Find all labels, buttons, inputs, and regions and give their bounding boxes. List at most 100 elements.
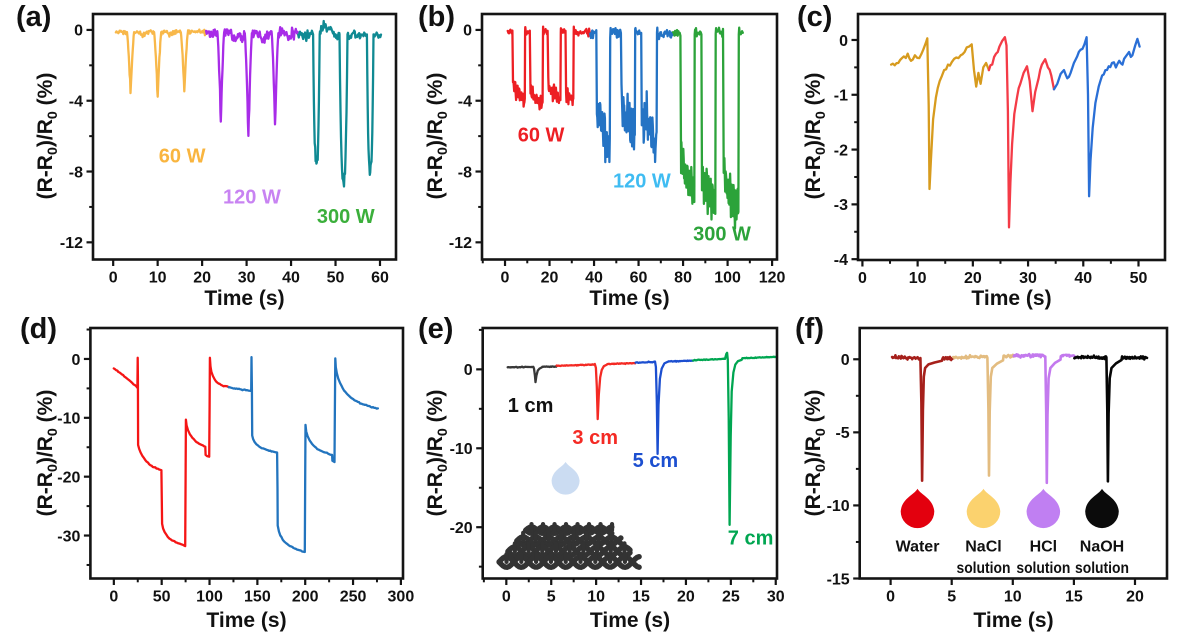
- x-tick-label: 15: [632, 588, 650, 605]
- panel-c-series-cycle-2: [987, 36, 1056, 229]
- x-tick-label: 20: [541, 269, 559, 286]
- panel-c-x-axis-title: Time (s): [971, 287, 1052, 310]
- panel-a-chart: 0 10 20 30 40 50 60 0 -4 -8 -12 60 W 120 W 300 W: [60, 12, 398, 287]
- y-tick-label: 0: [464, 362, 473, 379]
- droplet-icon-hcl-solution: [1026, 488, 1061, 529]
- annotation-1-cm: 1 cm: [508, 395, 554, 417]
- x-tick-label: 20: [193, 269, 211, 286]
- panel-b-x-axis-title: Time (s): [589, 287, 670, 310]
- panel-c-series: [889, 36, 1141, 229]
- x-tick-label: 80: [674, 269, 692, 286]
- panel-e-frame: [481, 326, 779, 580]
- panel-d-series-cycles-1-4: [112, 356, 230, 548]
- panel-f-letter: (f): [795, 313, 824, 345]
- x-tick-label: 10: [1004, 588, 1022, 605]
- x-tick-label: 40: [282, 269, 300, 286]
- x-tick-label: 120: [759, 269, 786, 286]
- x-tick-label: 20: [1126, 588, 1144, 605]
- annotation-300-w: 300 W: [693, 223, 751, 245]
- panel-f-series-water: [890, 354, 954, 482]
- panel-e-y-axis-title: (R-R0)/R0 (%): [424, 389, 452, 517]
- y-tick-label: -3: [834, 197, 848, 214]
- x-tick-label: 50: [1130, 270, 1148, 287]
- y-tick-label: -4: [834, 252, 848, 269]
- y-tick-label: -20: [450, 520, 473, 537]
- panel-b-chart: 0 20 40 60 80 100 120 0 -4 -8 -12 60 W 120 W 300 W: [449, 12, 786, 287]
- water-droplet-icon: [551, 461, 580, 495]
- panel-f-droplets: Water NaCl solution HCl solution NaOH solution: [896, 488, 1129, 577]
- droplet-label: Water: [896, 539, 940, 556]
- panel-b-series-300-w: [671, 26, 744, 230]
- panel-e-insets: [496, 461, 642, 570]
- y-tick-label: -4: [458, 94, 472, 111]
- panel-a-series: [114, 19, 383, 188]
- panel-c-chart: 0 10 20 30 40 50 0 -1 -2 -3 -4: [834, 12, 1167, 287]
- x-tick-label: 20: [964, 270, 982, 287]
- x-tick-label: 50: [327, 269, 345, 286]
- annotation-7-cm: 7 cm: [728, 527, 774, 549]
- panel-c-letter: (c): [797, 1, 833, 33]
- annotation-3-cm: 3 cm: [572, 427, 618, 449]
- panel-b-letter: (b): [418, 1, 456, 33]
- x-tick-label: 60: [371, 269, 389, 286]
- panel-b-axes-ticks: 0 20 40 60 80 100 120 0 -4 -8 -12: [449, 23, 786, 287]
- panel-f-axes-ticks: 0 5 10 15 20 0 -5 -10 -15: [827, 352, 1144, 605]
- panel-e-series-3-cm: [555, 361, 637, 421]
- x-tick-label: 250: [340, 588, 367, 605]
- x-tick-label: 100: [714, 269, 741, 286]
- panel-a-series-120-w: [204, 25, 299, 137]
- x-tick-label: 60: [630, 269, 648, 286]
- y-tick-label: -8: [458, 164, 472, 181]
- panel-f-series-naoh-solution: [1073, 354, 1149, 483]
- panel-e-axes-ticks: 0 5 10 15 20 25 30 0 -10 -20: [450, 328, 785, 605]
- droplet-icon-water: [900, 488, 935, 529]
- annotation-120-w: 120 W: [613, 170, 671, 192]
- x-tick-label: 25: [722, 588, 740, 605]
- x-tick-label: 10: [587, 588, 605, 605]
- y-tick-label: -8: [69, 164, 83, 181]
- y-tick-label: -30: [57, 528, 80, 545]
- panel-c-frame: [856, 12, 1167, 262]
- droplet-label: solution: [956, 560, 1010, 577]
- panel-d-x-axis-title: Time (s): [206, 609, 287, 632]
- annotation-300-w: 300 W: [317, 206, 375, 228]
- panel-d-y-axis-title: (R-R0)/R0 (%): [34, 389, 62, 517]
- y-tick-label: -5: [835, 425, 849, 442]
- x-tick-label: 5: [947, 588, 956, 605]
- x-tick-label: 0: [886, 588, 895, 605]
- x-tick-label: 0: [501, 269, 510, 286]
- y-tick-label: -10: [57, 411, 80, 428]
- panel-d-axes-ticks: 0 50 100 150 200 250 300 0 -10 -20 -30: [57, 328, 415, 605]
- x-tick-label: 100: [196, 588, 223, 605]
- x-tick-label: 0: [502, 588, 511, 605]
- panel-b-y-axis-title: (R-R0)/R0 (%): [424, 72, 452, 200]
- panel-e-series-7-cm: [691, 351, 777, 526]
- droplet-label: solution: [1016, 560, 1070, 577]
- x-tick-label: 300: [388, 588, 415, 605]
- y-tick-label: -12: [60, 235, 83, 252]
- panel-a-series-300-w: [297, 19, 383, 188]
- x-tick-label: 0: [858, 270, 867, 287]
- droplet-label: HCl: [1030, 539, 1058, 556]
- panel-d-chart: 0 50 100 150 200 250 300 0 -10 -20 -30: [57, 326, 415, 605]
- panel-f-chart: Water NaCl solution HCl solution NaOH solution…: [827, 326, 1169, 605]
- panel-d-series-cycles-5-8: [227, 356, 380, 554]
- x-tick-label: 50: [153, 588, 171, 605]
- panel-c-axes-ticks: 0 10 20 30 40 50 0 -1 -2 -3 -4: [834, 33, 1148, 287]
- y-tick-label: 0: [839, 33, 848, 50]
- x-tick-label: 200: [292, 588, 319, 605]
- panel-e-series: [506, 351, 777, 526]
- y-tick-label: 0: [74, 23, 83, 40]
- y-tick-label: -1: [834, 88, 848, 105]
- droplet-icon-naoh-solution: [1085, 488, 1119, 529]
- y-tick-label: 0: [71, 352, 80, 369]
- panel-c-series-cycle-1: [889, 37, 991, 191]
- panel-e-chart: 0 5 10 15 20 25 30 0 -10 -20 1 cm 3 cm 5 cm 7 cm: [450, 326, 785, 605]
- panel-a-axes-ticks: 0 10 20 30 40 50 60 0 -4 -8 -12: [60, 23, 389, 287]
- droplet-label: solution: [1075, 560, 1129, 577]
- y-tick-label: -12: [449, 235, 472, 252]
- panel-d-frame: [89, 326, 405, 580]
- annotation-120-w: 120 W: [223, 186, 281, 208]
